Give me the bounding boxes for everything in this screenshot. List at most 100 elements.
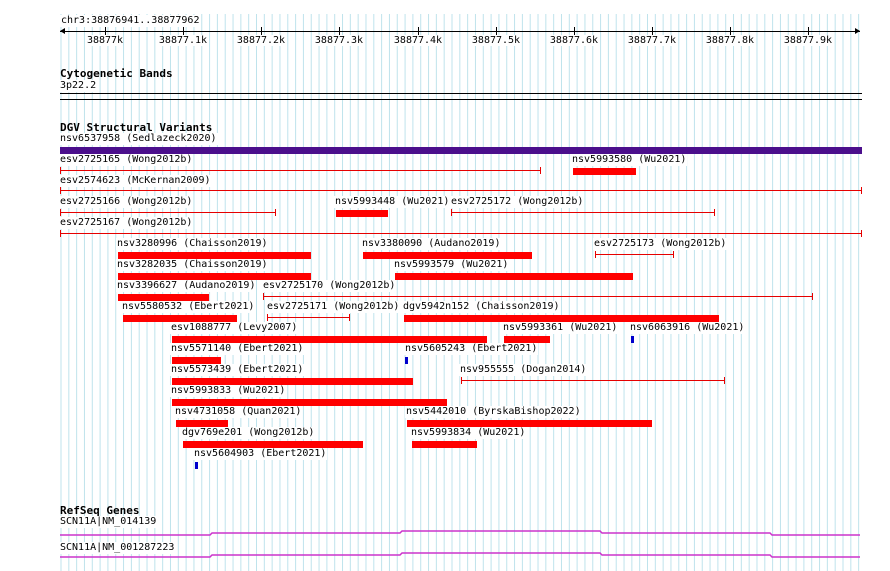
- ruler-tick: [105, 27, 106, 36]
- variant-feature[interactable]: [118, 273, 311, 280]
- variant-end-tick: [451, 209, 452, 216]
- variant-label[interactable]: dgv5942n152 (Chaisson2019): [402, 301, 561, 313]
- variant-label[interactable]: nsv5604903 (Ebert2021): [193, 448, 328, 460]
- variant-end-tick: [349, 314, 350, 321]
- variant-feature[interactable]: [267, 314, 350, 321]
- variant-label[interactable]: esv2574623 (McKernan2009): [59, 175, 212, 187]
- variant-end-tick: [540, 167, 541, 174]
- ruler-tick: [652, 27, 653, 36]
- variant-label[interactable]: nsv6537958 (Sedlazeck2020): [59, 133, 218, 145]
- variant-end-tick: [60, 167, 61, 174]
- ruler-axis: [60, 31, 860, 32]
- cytogenetic-bands-title: Cytogenetic Bands: [60, 67, 173, 80]
- variant-label[interactable]: nsv3396627 (Audano2019): [116, 280, 257, 292]
- variant-label[interactable]: nsv3280996 (Chaisson2019): [116, 238, 269, 250]
- variant-label[interactable]: esv2725165 (Wong2012b): [59, 154, 194, 166]
- refseq-track-title: RefSeq Genes: [60, 504, 140, 517]
- variant-feature[interactable]: [412, 441, 477, 448]
- variant-label[interactable]: esv2725167 (Wong2012b): [59, 217, 194, 229]
- variant-feature[interactable]: [60, 187, 862, 194]
- variant-feature[interactable]: [451, 209, 715, 216]
- variant-feature[interactable]: [504, 336, 550, 343]
- variant-label[interactable]: esv2725173 (Wong2012b): [593, 238, 728, 250]
- variant-label[interactable]: nsv955555 (Dogan2014): [459, 364, 588, 376]
- variant-end-tick: [724, 377, 725, 384]
- variant-label[interactable]: nsv5993448 (Wu2021): [334, 196, 451, 208]
- variant-feature[interactable]: [172, 357, 221, 364]
- variant-end-tick: [461, 377, 462, 384]
- gene-label[interactable]: SCN11A|NM_001287223: [59, 542, 176, 554]
- variant-label[interactable]: nsv5605243 (Ebert2021): [404, 343, 539, 355]
- variant-feature[interactable]: [176, 420, 228, 427]
- variant-label[interactable]: nsv5442010 (ByrskaBishop2022): [405, 406, 582, 418]
- cytoband-label[interactable]: 3p22.2: [59, 80, 98, 92]
- variant-label[interactable]: nsv5571140 (Ebert2021): [170, 343, 305, 355]
- variant-label[interactable]: esv2725172 (Wong2012b): [450, 196, 585, 208]
- variant-feature[interactable]: [118, 252, 311, 259]
- variant-label[interactable]: nsv3282035 (Chaisson2019): [116, 259, 269, 271]
- gene-model[interactable]: [60, 530, 860, 536]
- variant-feature[interactable]: [118, 294, 209, 301]
- ruler-tick: [730, 27, 731, 36]
- ruler-tick: [496, 27, 497, 36]
- variant-feature[interactable]: [60, 230, 862, 237]
- variant-feature[interactable]: [405, 357, 408, 364]
- variant-feature[interactable]: [60, 167, 541, 174]
- variant-label[interactable]: esv1088777 (Levy2007): [170, 322, 299, 334]
- gene-model[interactable]: [60, 552, 860, 558]
- variant-feature[interactable]: [263, 293, 813, 300]
- variant-label[interactable]: esv2725170 (Wong2012b): [262, 280, 397, 292]
- variant-feature[interactable]: [573, 168, 636, 175]
- variant-feature[interactable]: [172, 399, 447, 406]
- variant-label[interactable]: nsv5993580 (Wu2021): [571, 154, 688, 166]
- variant-feature[interactable]: [60, 147, 862, 154]
- variant-feature[interactable]: [595, 251, 674, 258]
- variant-feature[interactable]: [404, 315, 719, 322]
- variant-label[interactable]: nsv4731058 (Quan2021): [174, 406, 303, 418]
- variant-feature[interactable]: [461, 377, 725, 384]
- variant-label[interactable]: nsv3380090 (Audano2019): [361, 238, 502, 250]
- variant-feature[interactable]: [631, 336, 634, 343]
- variant-label[interactable]: nsv5993834 (Wu2021): [410, 427, 527, 439]
- variant-end-tick: [861, 230, 862, 237]
- variant-feature[interactable]: [363, 252, 532, 259]
- variant-label[interactable]: nsv5993361 (Wu2021): [502, 322, 619, 334]
- variant-feature[interactable]: [123, 315, 237, 322]
- ruler-tick: [574, 27, 575, 36]
- variant-label[interactable]: nsv5580532 (Ebert2021): [121, 301, 256, 313]
- ruler-arrow-left-icon: [60, 28, 65, 34]
- gene-label[interactable]: SCN11A|NM_014139: [59, 516, 158, 528]
- variant-end-tick: [861, 187, 862, 194]
- ruler-tick: [339, 27, 340, 36]
- variant-label[interactable]: esv2725166 (Wong2012b): [59, 196, 194, 208]
- variant-feature[interactable]: [172, 378, 413, 385]
- variant-feature[interactable]: [183, 441, 363, 448]
- ruler-tick-label: 38877.7k: [627, 35, 677, 46]
- dgv-track-title: DGV Structural Variants: [60, 121, 213, 134]
- variant-label[interactable]: nsv5993833 (Wu2021): [170, 385, 287, 397]
- variant-end-tick: [60, 209, 61, 216]
- ruler-tick: [808, 27, 809, 36]
- ruler-tick: [261, 27, 262, 36]
- ruler-position-label: chr3:38876941..38877962: [60, 15, 201, 27]
- variant-label[interactable]: nsv5993579 (Wu2021): [393, 259, 510, 271]
- variant-feature[interactable]: [407, 420, 652, 427]
- variant-end-tick: [60, 187, 61, 194]
- ruler-tick-label: 38877.3k: [314, 35, 364, 46]
- variant-label[interactable]: nsv6063916 (Wu2021): [629, 322, 746, 334]
- variant-feature[interactable]: [195, 462, 198, 469]
- cytoband-line-top: [60, 93, 862, 94]
- variant-feature[interactable]: [60, 209, 276, 216]
- refseq-gene-models[interactable]: [0, 525, 890, 565]
- variant-label[interactable]: nsv5573439 (Ebert2021): [170, 364, 305, 376]
- ruler-arrow-right-icon: [855, 28, 860, 34]
- variant-feature[interactable]: [172, 336, 487, 343]
- variant-label[interactable]: dgv769e201 (Wong2012b): [181, 427, 316, 439]
- ruler-tick-label: 38877k: [86, 35, 124, 46]
- variant-feature[interactable]: [395, 273, 633, 280]
- cytoband-line-bottom: [60, 99, 862, 100]
- ruler-tick-label: 38877.9k: [783, 35, 833, 46]
- variant-feature[interactable]: [336, 210, 388, 217]
- variant-label[interactable]: esv2725171 (Wong2012b): [266, 301, 401, 313]
